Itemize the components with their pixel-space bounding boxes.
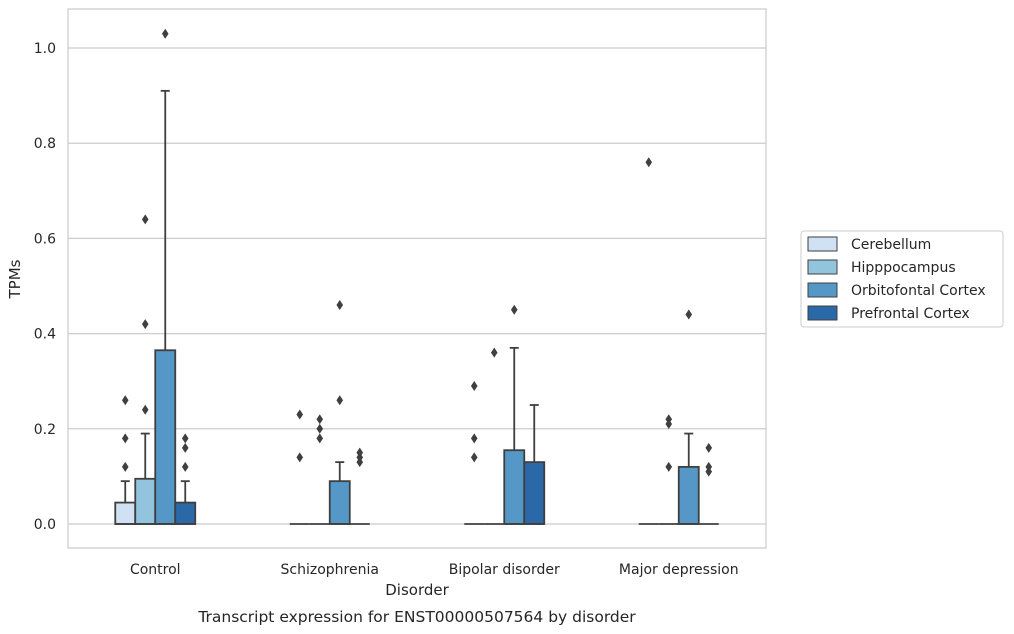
legend-swatch [807, 259, 838, 275]
outlier-point [470, 380, 478, 391]
outlier-point [705, 461, 713, 472]
x-tick-label: Control [130, 562, 181, 578]
box-prefrontal-cortex [174, 433, 197, 525]
box-body [677, 465, 700, 525]
y-tick-label: 0.2 [34, 422, 56, 438]
x-tick-label: Bipolar disorder [449, 562, 560, 578]
legend-swatch [807, 305, 838, 321]
outlier-point [705, 442, 713, 453]
legend-frame [800, 230, 1004, 328]
box-hipppocampus [309, 414, 330, 525]
legend-swatch [807, 282, 838, 298]
box-body [174, 501, 197, 525]
outlier-point [336, 395, 344, 406]
outlier-point [316, 414, 324, 425]
outlier-point [665, 461, 673, 472]
box-body [114, 501, 137, 525]
legend-label: Orbitofontal Cortex [851, 283, 986, 299]
y-axis-ticks: 0.0 0.2 0.4 0.6 0.8 1.0 [34, 41, 56, 533]
box-hipppocampus [658, 414, 679, 525]
y-tick-label: 0.8 [34, 136, 56, 152]
x-tick-label: Schizophrenia [281, 562, 379, 578]
box-body [134, 477, 157, 525]
box-orbitofontal-cortex [677, 309, 700, 525]
legend-label: Cerebellum [851, 237, 931, 253]
box-cerebellum [638, 157, 659, 525]
outlier-point [121, 433, 129, 444]
outlier-point [141, 404, 149, 415]
outlier-point [181, 461, 189, 472]
outlier-point [316, 433, 324, 444]
box-orbitofontal-cortex [328, 300, 351, 525]
x-axis-title: Disorder [385, 581, 449, 599]
legend-label: Prefrontal Cortex [851, 306, 970, 322]
y-tick-label: 0.0 [34, 517, 56, 533]
chart-caption: Transcript expression for ENST0000050756… [197, 608, 636, 626]
y-tick-label: 1.0 [34, 41, 56, 57]
x-axis-ticks: Control Schizophrenia Bipolar disorder Majo… [130, 562, 739, 578]
outlier-point [470, 433, 478, 444]
outlier-point [510, 304, 518, 315]
outlier-point [490, 347, 498, 358]
box-cerebellum [114, 395, 137, 525]
outlier-point [336, 300, 344, 311]
box-body [328, 480, 351, 525]
outlier-point [316, 423, 324, 434]
box-body [154, 349, 177, 525]
outlier-point [121, 395, 129, 406]
box-cerebellum [464, 380, 485, 525]
y-axis-title: TPMs [6, 259, 24, 299]
legend-label: Hipppocampus [851, 260, 956, 276]
x-tick-label: Major depression [619, 562, 739, 578]
y-tick-label: 0.6 [34, 231, 56, 247]
box-hipppocampus [134, 214, 157, 525]
outlier-point [645, 157, 653, 168]
box-orbitofontal-cortex [154, 28, 177, 525]
outlier-point [685, 309, 693, 320]
outlier-point [181, 433, 189, 444]
outlier-point [356, 447, 364, 458]
y-tick-label: 0.4 [34, 327, 56, 343]
box-body [503, 449, 526, 525]
outlier-point [296, 409, 304, 420]
box-prefrontal-cortex [349, 447, 370, 525]
plot-area-frame [67, 8, 767, 549]
legend: Cerebellum Hipppocampus Orbitofontal Corte… [800, 230, 1004, 328]
outlier-point [181, 442, 189, 453]
outlier-point [470, 452, 478, 463]
outlier-point [141, 214, 149, 225]
box-hipppocampus [484, 347, 505, 525]
outlier-point [141, 319, 149, 330]
box-prefrontal-cortex [523, 404, 546, 525]
outlier-point [161, 28, 169, 39]
outlier-point [296, 452, 304, 463]
box-cerebellum [289, 409, 310, 525]
legend-swatch [807, 236, 838, 252]
box-orbitofontal-cortex [503, 304, 526, 525]
box-body [523, 461, 546, 525]
outlier-point [665, 414, 673, 425]
box-prefrontal-cortex [698, 442, 719, 525]
boxes [114, 28, 719, 525]
outlier-point [121, 461, 129, 472]
